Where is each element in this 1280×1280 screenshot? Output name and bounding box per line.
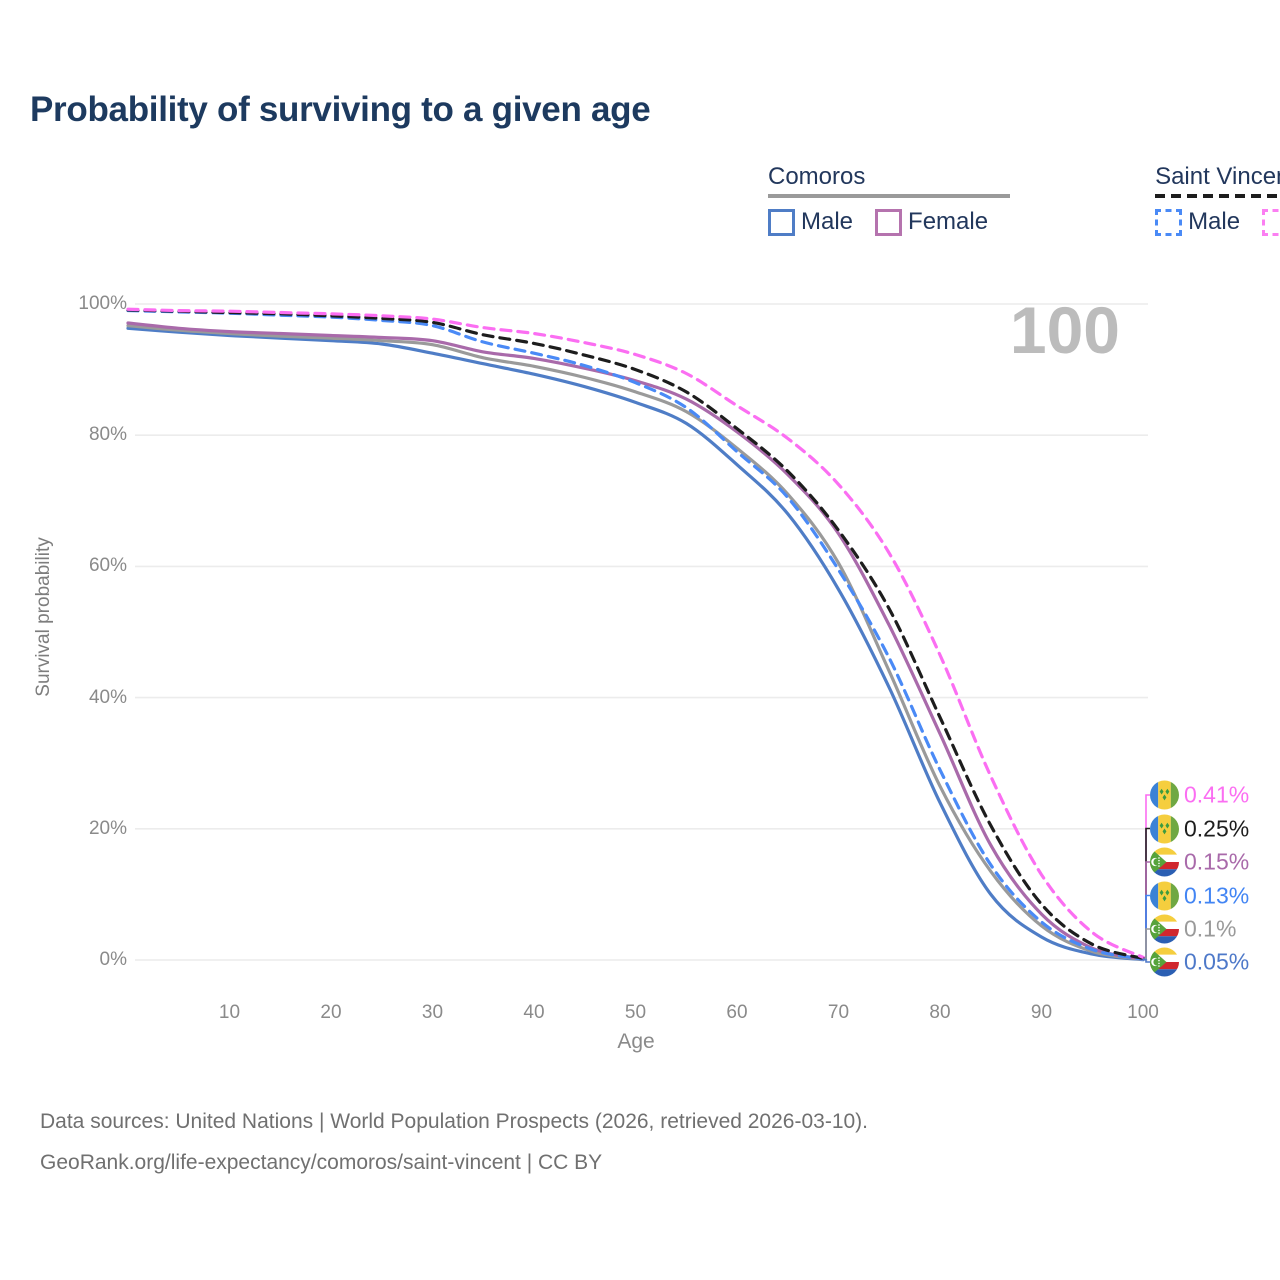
comoros-flag-icon [1150, 947, 1179, 977]
legend-item-comoros-male[interactable]: Male [768, 208, 853, 236]
end-label-comoros-male: 0.05% [1150, 947, 1250, 977]
x-tick-10: 10 [218, 1002, 241, 1023]
y-axis-title: Survival probability [33, 537, 54, 697]
x-tick-100: 100 [1127, 1002, 1159, 1023]
legend-group-saint-vincent: Saint Vincent Male Female [1155, 163, 1280, 236]
attribution-link: GeoRank.org/life-expectancy/comoros/sain… [40, 1151, 603, 1174]
end-label-connector-6 [1143, 958, 1150, 963]
legend-item-saint-vincent-female[interactable]: Female [1262, 208, 1280, 236]
x-tick-40: 40 [523, 1002, 545, 1023]
x-tick-50: 50 [624, 1002, 647, 1023]
end-label-value: 0.41% [1184, 781, 1250, 808]
end-label-value: 0.15% [1184, 848, 1250, 875]
saint-vincent-flag-icon [1150, 881, 1179, 910]
legend-item-label: Male [1188, 208, 1241, 235]
curve-comoros[interactable] [126, 324, 1145, 961]
end-label-comoros: 0.1% [1150, 914, 1237, 944]
curve-saint-vincent-female[interactable] [126, 307, 1145, 959]
comoros-flag-icon [1150, 914, 1179, 944]
legend-item-label: Male [801, 208, 854, 235]
page-title: Probability of surviving to a given age [30, 90, 651, 129]
x-tick-80: 80 [929, 1002, 951, 1023]
legend-swatch-female [875, 208, 903, 236]
x-tick-30: 30 [421, 1002, 444, 1023]
legend-item-label: Female [908, 208, 989, 235]
legend-country-line-sample [1155, 194, 1280, 198]
legend-group-comoros: Comoros Male Female [768, 163, 1011, 236]
curve-comoros-female[interactable] [126, 321, 1145, 961]
end-label-value: 0.25% [1184, 815, 1250, 841]
y-tick-20: 20% [88, 817, 127, 839]
curve-saint-vincent-male[interactable] [126, 308, 1145, 961]
data-sources-note: Data sources: United Nations | World Pop… [40, 1110, 869, 1133]
hover-age-watermark: 100 [1009, 293, 1120, 367]
y-tick-40: 40% [88, 686, 127, 708]
end-label-saint-vincent-male: 0.13% [1150, 881, 1249, 910]
chart-legend: Comoros Male Female Saint Vincent Male Female [768, 163, 1280, 236]
x-tick-20: 20 [320, 1002, 342, 1023]
legend-swatch-female [1262, 208, 1280, 236]
end-label-value: 0.05% [1184, 948, 1250, 975]
legend-item-comoros-female[interactable]: Female [875, 208, 988, 236]
legend-swatch-male [1155, 208, 1183, 236]
legend-swatch-male [768, 208, 795, 236]
end-label-saint-vincent-female: 0.41% [1150, 780, 1250, 810]
x-tick-90: 90 [1030, 1002, 1053, 1023]
end-label-connector-5 [1143, 928, 1150, 961]
legend-country-line-sample [768, 194, 1011, 198]
curve-saint-vincent[interactable] [126, 308, 1145, 960]
end-label-value: 0.13% [1184, 882, 1250, 908]
comoros-flag-icon [1150, 847, 1179, 877]
x-tick-60: 60 [726, 1002, 748, 1023]
y-tick-80: 80% [88, 424, 127, 446]
y-tick-0: 0% [99, 949, 127, 970]
y-tick-100: 100% [78, 293, 127, 314]
end-label-saint-vincent: 0.25% [1150, 814, 1249, 843]
end-label-value: 0.1% [1184, 915, 1237, 942]
saint-vincent-flag-icon [1150, 780, 1179, 810]
y-tick-60: 60% [88, 555, 127, 577]
legend-country-label[interactable]: Saint Vincent [1155, 163, 1280, 190]
end-label-comoros-female: 0.15% [1150, 847, 1250, 877]
x-axis-title: Age [617, 1030, 655, 1053]
saint-vincent-flag-icon [1150, 814, 1179, 843]
legend-country-label[interactable]: Comoros [768, 163, 866, 190]
curve-comoros-male[interactable] [126, 326, 1145, 962]
legend-item-saint-vincent-male[interactable]: Male [1155, 208, 1240, 236]
x-tick-70: 70 [827, 1002, 850, 1023]
